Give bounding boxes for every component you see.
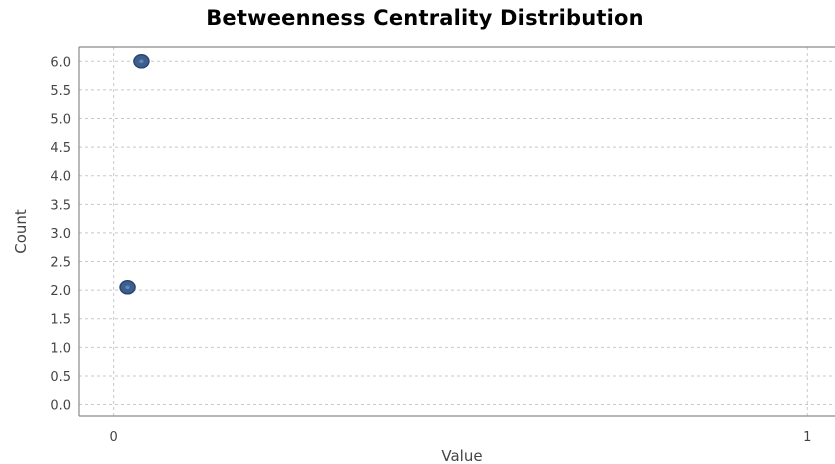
- chart-title: Betweenness Centrality Distribution: [206, 6, 644, 30]
- y-tick-label: 2.0: [50, 284, 71, 299]
- data-point-highlight: [139, 59, 144, 64]
- y-tick-label: 4.0: [50, 170, 71, 185]
- y-tick-label: 3.5: [50, 198, 71, 213]
- x-tick-label: 1: [803, 430, 811, 445]
- y-tick-label: 2.5: [50, 256, 71, 271]
- y-tick-label: 0.5: [50, 370, 71, 385]
- y-tick-label: 6.0: [50, 55, 71, 70]
- y-tick-label: 3.0: [50, 227, 71, 242]
- y-tick-label: 1.5: [50, 313, 71, 328]
- y-tick-label: 5.5: [50, 84, 71, 99]
- data-point-highlight: [125, 285, 130, 290]
- x-tick-label: 0: [110, 430, 118, 445]
- y-tick-label: 4.5: [50, 141, 71, 156]
- x-axis-label: Value: [441, 447, 482, 464]
- y-axis-label: Count: [12, 209, 30, 254]
- y-tick-label: 5.0: [50, 113, 71, 128]
- y-tick-label: 0.0: [50, 399, 71, 414]
- plot-area: [79, 47, 835, 416]
- y-tick-label: 1.0: [50, 341, 71, 356]
